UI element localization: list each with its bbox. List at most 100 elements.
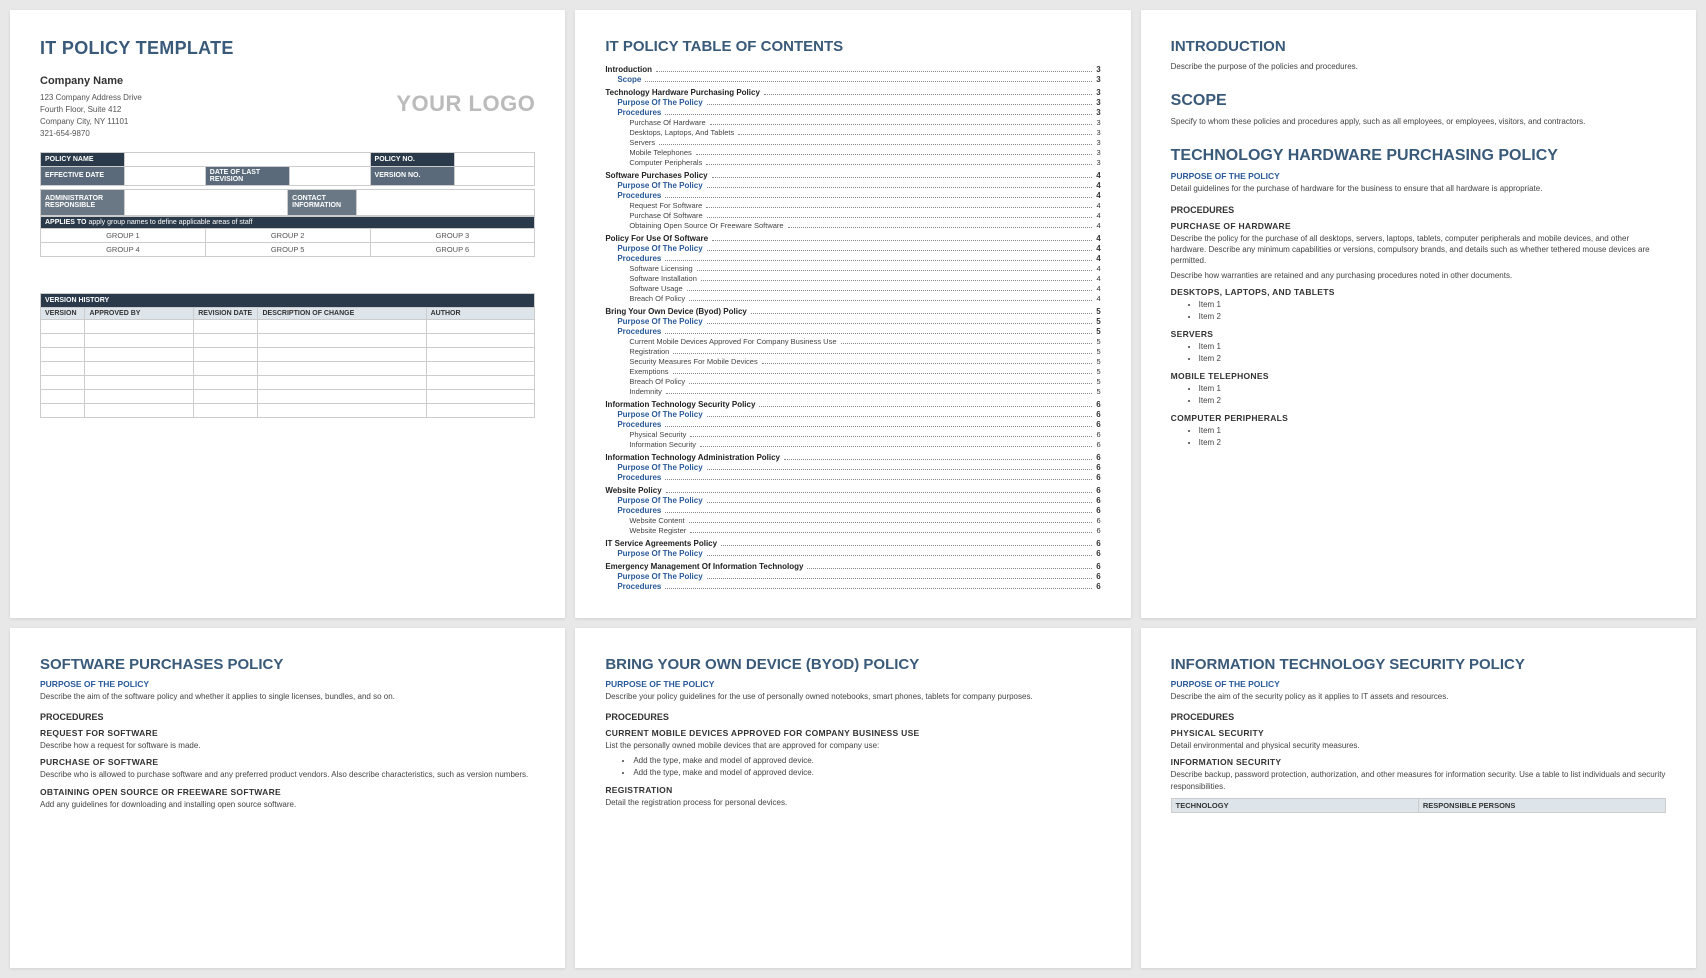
toc-entry[interactable]: Procedures6	[605, 420, 1100, 429]
toc-entry[interactable]: Emergency Management Of Information Tech…	[605, 562, 1100, 571]
toc-entry[interactable]: Computer Peripherals3	[605, 158, 1100, 167]
toc-entry-title: Software Installation	[605, 274, 697, 283]
contact-info-label: CONTACT INFORMATION	[288, 189, 357, 215]
toc-dots	[659, 144, 1092, 145]
list-item: Item 1	[1199, 299, 1666, 311]
toc-entry[interactable]: Servers3	[605, 138, 1100, 147]
policy-meta-table: POLICY NAME POLICY NO. EFFECTIVE DATE DA…	[40, 152, 535, 186]
toc-entry[interactable]: Physical Security6	[605, 430, 1100, 439]
toc-entry[interactable]: Purpose Of The Policy3	[605, 98, 1100, 107]
contact-info-value[interactable]	[357, 189, 535, 215]
toc-dots	[673, 353, 1092, 354]
toc-dots	[665, 479, 1092, 480]
toc-entry[interactable]: Introduction3	[605, 65, 1100, 74]
toc-entry[interactable]: Software Licensing4	[605, 264, 1100, 273]
toc-entry-title: Purpose Of The Policy	[605, 98, 702, 107]
toc-dots	[707, 187, 1093, 188]
physical-heading: PHYSICAL SECURITY	[1171, 728, 1666, 738]
mobile-heading: MOBILE TELEPHONES	[1171, 371, 1666, 381]
company-header: Company Name 123 Company Address Drive F…	[40, 73, 535, 140]
policy-name-label: POLICY NAME	[41, 152, 125, 166]
group-1[interactable]: GROUP 1	[41, 228, 206, 242]
toc-entry[interactable]: Procedures6	[605, 506, 1100, 515]
toc-entry[interactable]: Procedures4	[605, 254, 1100, 263]
toc-entry-page: 6	[1096, 526, 1100, 535]
toc-entry[interactable]: Breach Of Policy5	[605, 377, 1100, 386]
toc-entry-page: 3	[1096, 65, 1100, 74]
purpose-heading: PURPOSE OF THE POLICY	[605, 679, 1100, 689]
toc-entry[interactable]: Software Usage4	[605, 284, 1100, 293]
toc-entry[interactable]: Desktops, Laptops, And Tablets3	[605, 128, 1100, 137]
toc-entry-page: 5	[1096, 307, 1100, 316]
toc-entry[interactable]: Policy For Use Of Software4	[605, 234, 1100, 243]
toc-entry[interactable]: Purpose Of The Policy6	[605, 463, 1100, 472]
toc-entry[interactable]: Procedures6	[605, 582, 1100, 591]
toc-entry[interactable]: Technology Hardware Purchasing Policy3	[605, 88, 1100, 97]
group-4[interactable]: GROUP 4	[41, 242, 206, 256]
toc-entry[interactable]: Website Register6	[605, 526, 1100, 535]
toc-entry-page: 4	[1096, 274, 1100, 283]
toc-dots	[696, 154, 1093, 155]
effective-date-value[interactable]	[125, 166, 206, 185]
toc-entry[interactable]: Scope3	[605, 75, 1100, 84]
group-5[interactable]: GROUP 5	[205, 242, 370, 256]
group-3[interactable]: GROUP 3	[370, 228, 535, 242]
logo-placeholder: YOUR LOGO	[396, 91, 535, 117]
group-2[interactable]: GROUP 2	[205, 228, 370, 242]
toc-entry[interactable]: Indemnity5	[605, 387, 1100, 396]
tbl-col-technology: TECHNOLOGY	[1171, 798, 1418, 812]
toc-entry[interactable]: Procedures4	[605, 191, 1100, 200]
last-revision-value[interactable]	[289, 166, 370, 185]
toc-entry-page: 3	[1096, 108, 1100, 117]
toc-entry[interactable]: Procedures5	[605, 327, 1100, 336]
policy-no-value[interactable]	[454, 152, 535, 166]
toc-entry-page: 5	[1096, 377, 1100, 386]
toc-entry[interactable]: Purpose Of The Policy6	[605, 572, 1100, 581]
toc-entry[interactable]: Website Content6	[605, 516, 1100, 525]
toc-dots	[656, 71, 1092, 72]
admin-responsible-label: ADMINISTRATOR RESPONSIBLE	[41, 189, 125, 215]
toc-entry[interactable]: Software Purchases Policy4	[605, 171, 1100, 180]
toc-entry[interactable]: Purchase Of Hardware3	[605, 118, 1100, 127]
toc-entry[interactable]: Website Policy6	[605, 486, 1100, 495]
pos-text: Describe who is allowed to purchase soft…	[40, 769, 535, 780]
toc-entry-page: 4	[1096, 211, 1100, 220]
admin-responsible-value[interactable]	[125, 189, 288, 215]
toc-entry[interactable]: Purpose Of The Policy6	[605, 549, 1100, 558]
toc-entry[interactable]: Information Technology Security Policy6	[605, 400, 1100, 409]
toc-entry[interactable]: Information Technology Administration Po…	[605, 453, 1100, 462]
toc-entry[interactable]: IT Service Agreements Policy6	[605, 539, 1100, 548]
toc-entry[interactable]: Information Security6	[605, 440, 1100, 449]
toc-entry[interactable]: Purpose Of The Policy4	[605, 244, 1100, 253]
toc-entry[interactable]: Exemptions5	[605, 367, 1100, 376]
toc-entry[interactable]: Procedures3	[605, 108, 1100, 117]
vh-cell[interactable]	[41, 319, 85, 333]
toc-dots	[721, 545, 1092, 546]
toc-entry[interactable]: Procedures6	[605, 473, 1100, 482]
toc-dots	[784, 459, 1092, 460]
peripherals-heading: COMPUTER PERIPHERALS	[1171, 413, 1666, 423]
mobile-list: Item 1 Item 2	[1199, 383, 1666, 407]
toc-entry[interactable]: Software Installation 4	[605, 274, 1100, 283]
toc-entry-title: Technology Hardware Purchasing Policy	[605, 88, 760, 97]
toc-entry[interactable]: Purpose Of The Policy5	[605, 317, 1100, 326]
toc-entry[interactable]: Obtaining Open Source Or Freeware Softwa…	[605, 221, 1100, 230]
toc-entry[interactable]: Breach Of Policy4	[605, 294, 1100, 303]
toc-entry[interactable]: Purchase Of Software4	[605, 211, 1100, 220]
group-6[interactable]: GROUP 6	[370, 242, 535, 256]
toc-entry[interactable]: Current Mobile Devices Approved For Comp…	[605, 337, 1100, 346]
toc-entry[interactable]: Registration5	[605, 347, 1100, 356]
toc-entry[interactable]: Purpose Of The Policy6	[605, 496, 1100, 505]
cmd-heading: CURRENT MOBILE DEVICES APPROVED FOR COMP…	[605, 728, 1100, 738]
policy-name-value[interactable]	[125, 152, 371, 166]
toc-entry-page: 3	[1096, 148, 1100, 157]
toc-entry[interactable]: Security Measures For Mobile Devices5	[605, 357, 1100, 366]
toc-entry[interactable]: Purpose Of The Policy6	[605, 410, 1100, 419]
toc-entry[interactable]: Request For Software4	[605, 201, 1100, 210]
scope-text: Specify to whom these policies and proce…	[1171, 116, 1666, 127]
toc-entry[interactable]: Mobile Telephones3	[605, 148, 1100, 157]
toc-entry[interactable]: Bring Your Own Device (Byod) Policy5	[605, 307, 1100, 316]
toc-entry[interactable]: Purpose Of The Policy4	[605, 181, 1100, 190]
version-no-value[interactable]	[454, 166, 535, 185]
byod-title: BRING YOUR OWN DEVICE (BYOD) POLICY	[605, 656, 1100, 673]
